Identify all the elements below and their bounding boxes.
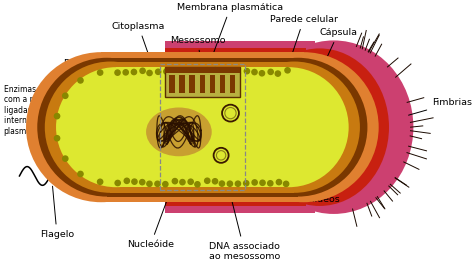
Bar [116,67,289,187]
Circle shape [180,69,185,74]
Circle shape [205,178,210,183]
Circle shape [228,70,233,75]
Ellipse shape [250,48,389,206]
Text: Plasmídeos: Plasmídeos [256,139,340,204]
Ellipse shape [228,52,379,202]
Ellipse shape [45,62,176,193]
Circle shape [268,69,273,74]
Bar [165,67,240,97]
Bar [101,52,304,202]
Circle shape [227,181,233,186]
Ellipse shape [254,40,413,214]
Circle shape [164,69,169,74]
Circle shape [213,68,218,73]
Text: Enzimas relacionadas
com a respiração,
ligadas à face
interna da membrana
plasmá: Enzimas relacionadas com a respiração, l… [3,85,87,136]
Circle shape [63,156,68,161]
Text: Nucleóide: Nucleóide [127,158,182,249]
Circle shape [195,71,200,76]
Circle shape [252,69,257,75]
Text: Fimbrias: Fimbrias [409,98,472,115]
Bar [165,41,315,214]
Bar [165,67,240,73]
Bar [110,62,294,193]
Ellipse shape [146,107,212,156]
Circle shape [220,68,226,73]
Circle shape [172,178,178,184]
Circle shape [244,69,249,74]
Circle shape [212,179,218,184]
Text: Citoplasma: Citoplasma [112,22,165,85]
Circle shape [235,71,240,76]
Bar [220,75,225,93]
Ellipse shape [37,58,176,197]
Circle shape [276,180,282,185]
Text: Cápsula: Cápsula [314,28,357,85]
Text: DNA associado
ao mesossomo: DNA associado ao mesossomo [208,105,280,261]
Circle shape [140,68,145,73]
Circle shape [155,181,160,186]
Circle shape [55,114,60,119]
Bar [179,75,185,93]
Circle shape [155,69,161,74]
Circle shape [98,179,103,185]
Circle shape [131,69,137,75]
Circle shape [219,181,225,186]
Circle shape [205,68,210,73]
Text: Flagelo: Flagelo [40,186,74,239]
Circle shape [235,181,241,186]
Circle shape [171,71,176,76]
Circle shape [163,182,168,187]
Circle shape [147,70,152,76]
Bar [107,58,298,197]
Text: Parede celular: Parede celular [270,15,337,73]
Circle shape [260,180,265,185]
Bar [165,48,306,206]
Bar [230,75,236,93]
Circle shape [268,181,273,186]
Circle shape [140,180,145,185]
Circle shape [115,180,120,186]
Bar [169,75,175,93]
Circle shape [283,181,289,186]
Bar [190,75,195,93]
Circle shape [285,68,290,73]
Ellipse shape [26,52,176,202]
Circle shape [55,136,60,141]
Bar [210,75,215,93]
Circle shape [195,182,200,187]
Ellipse shape [228,58,367,197]
Circle shape [259,71,264,76]
Circle shape [180,180,185,185]
Text: Mesossomo: Mesossomo [170,36,226,69]
Circle shape [252,180,257,185]
Bar [165,54,259,200]
Ellipse shape [228,67,349,187]
Ellipse shape [56,67,176,187]
Circle shape [78,78,83,83]
Ellipse shape [235,53,338,201]
Text: Membrana plasmática: Membrana plasmática [177,3,283,55]
Circle shape [244,181,249,186]
Bar [200,75,205,93]
Circle shape [187,70,192,76]
Ellipse shape [233,58,322,197]
Circle shape [78,171,83,177]
Circle shape [188,179,193,184]
Circle shape [147,181,152,186]
Bar [165,59,240,196]
Circle shape [132,179,137,184]
Circle shape [115,70,120,75]
Bar [160,64,245,190]
Ellipse shape [228,62,360,193]
Circle shape [124,178,129,183]
Circle shape [63,93,68,98]
Circle shape [123,70,128,75]
Circle shape [98,70,103,75]
Text: Ribossomos: Ribossomos [64,59,136,90]
Circle shape [275,71,281,76]
